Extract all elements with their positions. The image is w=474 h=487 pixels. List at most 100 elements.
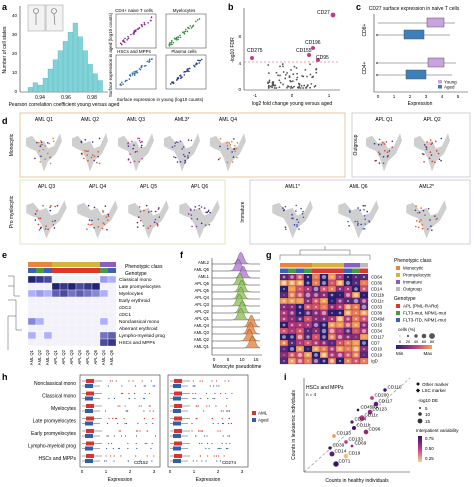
scatter-point bbox=[124, 80, 127, 83]
umap-cell bbox=[138, 206, 141, 208]
outlier bbox=[110, 455, 112, 457]
umap-cell bbox=[156, 224, 159, 227]
outlier bbox=[122, 392, 124, 395]
volcano-ytick: 0 bbox=[238, 87, 241, 92]
class-cell bbox=[320, 263, 328, 268]
umap-cell bbox=[435, 140, 437, 143]
outlier bbox=[111, 442, 113, 445]
marker-label: CD38 bbox=[371, 311, 383, 316]
heatmap-cell bbox=[59, 289, 69, 298]
marker-label: CD15 bbox=[371, 323, 383, 328]
var-tick: 0.50 bbox=[425, 446, 434, 451]
umap-silhouette bbox=[26, 133, 62, 172]
group-label: CD8+ bbox=[362, 23, 368, 36]
class-cell bbox=[68, 262, 76, 267]
cell-dot bbox=[307, 318, 309, 320]
outlier bbox=[127, 410, 129, 412]
outlier bbox=[120, 455, 122, 457]
umap-cell bbox=[40, 141, 43, 143]
heatmap-row-label: Early erythroid bbox=[119, 298, 150, 304]
gene-label: CD196 bbox=[305, 40, 321, 46]
umap-cell bbox=[154, 218, 157, 221]
box-aml bbox=[174, 379, 182, 383]
marker-point bbox=[343, 453, 349, 459]
cell-dot bbox=[330, 287, 334, 291]
outlier bbox=[108, 397, 110, 400]
scatter-point bbox=[146, 60, 149, 63]
outlier bbox=[206, 405, 208, 407]
scatter-point bbox=[179, 75, 182, 77]
panel-i: i HSCs and MPPs n = 4 CD110 CD200CD117CD4… bbox=[284, 372, 459, 484]
class-cell bbox=[108, 262, 116, 267]
umap-cell bbox=[414, 225, 417, 228]
umap-cell bbox=[179, 160, 182, 163]
volcano-point bbox=[271, 86, 273, 89]
h-xlabel: Expression bbox=[196, 477, 221, 483]
umap-cell bbox=[138, 137, 141, 140]
outlier bbox=[108, 417, 110, 420]
umap-cell bbox=[93, 159, 96, 162]
ridge-label: AML Q1 bbox=[194, 344, 210, 349]
legend-swatch bbox=[396, 287, 400, 291]
cell-dot bbox=[355, 336, 357, 338]
umap-cell bbox=[96, 161, 98, 164]
umap-cell bbox=[93, 226, 95, 229]
heatmap-cell bbox=[51, 331, 61, 340]
volcano-xtick: -1 bbox=[253, 93, 257, 98]
umap-cell bbox=[207, 210, 210, 213]
outlier bbox=[116, 417, 118, 420]
umap-cell bbox=[414, 209, 417, 212]
umap-silhouette bbox=[414, 133, 450, 172]
umap-cell bbox=[363, 208, 365, 211]
umap-cell bbox=[38, 141, 40, 144]
heatmap-cell bbox=[43, 324, 53, 333]
panel-b: b CD27 CD275 CD196 CD155 CD95 -log10 FDR… bbox=[228, 2, 340, 107]
scatter-point bbox=[127, 37, 129, 40]
umap-cell bbox=[83, 157, 85, 160]
cell-dot bbox=[282, 323, 286, 327]
cell-dot bbox=[314, 311, 318, 315]
umap-cell bbox=[200, 222, 203, 225]
outlier bbox=[196, 460, 198, 462]
scatter-point bbox=[119, 42, 122, 45]
umap-cell bbox=[284, 226, 287, 228]
size-legend-title: -log10 DE bbox=[418, 398, 438, 403]
cell-dot bbox=[313, 286, 319, 292]
outlier bbox=[133, 392, 136, 395]
outlier bbox=[119, 405, 121, 407]
scatter-point bbox=[124, 37, 126, 40]
marker-point bbox=[350, 444, 354, 448]
scatter-point bbox=[149, 19, 152, 22]
cell-dot bbox=[321, 328, 327, 334]
scatter-point bbox=[150, 16, 153, 19]
hist-bar bbox=[77, 36, 83, 93]
umap-cell bbox=[138, 160, 141, 163]
umap-cell bbox=[36, 141, 38, 144]
scatter-grid bbox=[115, 13, 207, 90]
umap-cell bbox=[98, 162, 101, 165]
umap-cell bbox=[140, 146, 143, 149]
volcano-point bbox=[282, 65, 284, 68]
umap-cell bbox=[418, 221, 421, 223]
i-title: HSCs and MPPs bbox=[306, 385, 344, 391]
volcano-point bbox=[309, 86, 311, 89]
person-icon bbox=[51, 8, 57, 14]
volcano-point bbox=[286, 72, 289, 74]
scatter-point bbox=[179, 36, 182, 39]
outlier bbox=[202, 410, 205, 412]
hist-ytick: 20 bbox=[12, 51, 18, 56]
umap-cell bbox=[415, 220, 418, 222]
umap-cell bbox=[173, 156, 175, 158]
scatter-point bbox=[174, 38, 177, 40]
umap-cell bbox=[34, 213, 37, 215]
umap-cell bbox=[226, 147, 229, 150]
outlier bbox=[211, 442, 213, 445]
cell-dot bbox=[306, 311, 310, 315]
i-ylabel: Counts in leukaemic individuals bbox=[291, 390, 297, 460]
cell-dot bbox=[290, 299, 294, 303]
cell-dot bbox=[321, 352, 327, 358]
volcano-point bbox=[295, 78, 298, 81]
heatmap-cell bbox=[91, 331, 101, 340]
cell-dot bbox=[355, 330, 357, 332]
outlier bbox=[224, 392, 227, 395]
